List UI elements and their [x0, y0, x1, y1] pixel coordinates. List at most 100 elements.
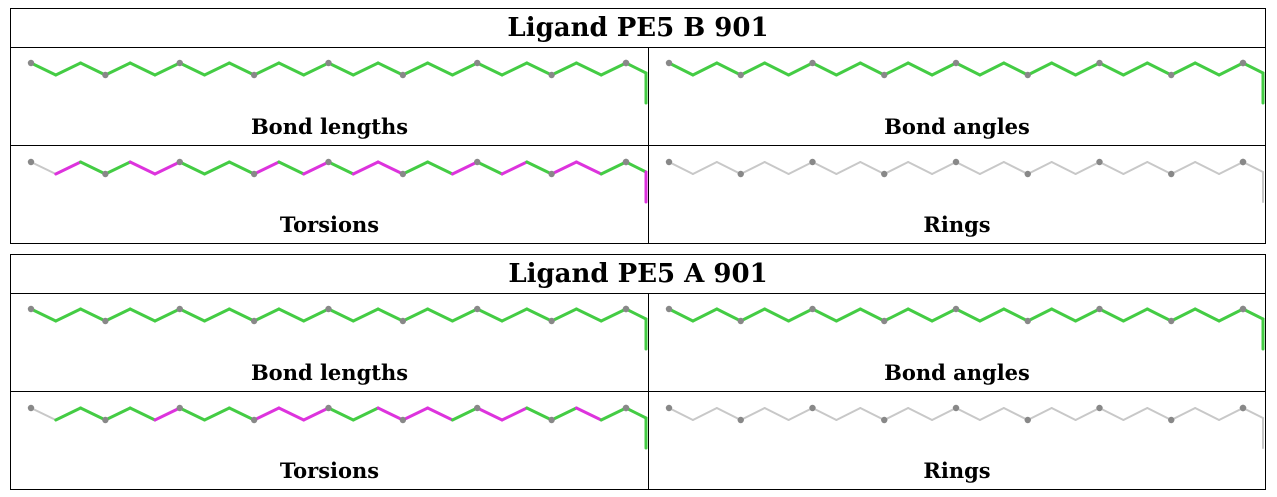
bond [858, 307, 886, 323]
panel-label: Bond angles [884, 114, 1030, 139]
bond [153, 307, 182, 323]
bond [906, 61, 934, 77]
bond [668, 161, 694, 175]
atom [102, 71, 109, 79]
atom [737, 317, 744, 325]
bond [302, 61, 330, 77]
bond [450, 307, 479, 323]
bond [1050, 407, 1077, 421]
bond [1121, 61, 1149, 77]
bond [599, 406, 628, 422]
bond [1002, 61, 1030, 77]
bond [811, 307, 838, 323]
bond [1098, 307, 1125, 323]
bond [1122, 407, 1149, 421]
bond [54, 61, 83, 77]
atom [474, 404, 481, 412]
atom [952, 59, 960, 67]
bond [376, 160, 405, 176]
bond [931, 407, 957, 421]
bond [128, 160, 157, 176]
panel-torsions: Torsions [11, 146, 649, 243]
bond [29, 307, 58, 323]
panel-label: Bond angles [884, 360, 1030, 385]
bond [1026, 161, 1053, 175]
bond [787, 407, 814, 421]
atom [881, 317, 888, 325]
bond [426, 406, 454, 422]
bond [1074, 307, 1101, 323]
bond [500, 307, 529, 323]
atom [325, 305, 332, 313]
bond [1169, 61, 1197, 77]
bond [178, 61, 207, 77]
atom [325, 404, 332, 412]
bond [978, 161, 1005, 175]
atom [27, 404, 35, 412]
bond [907, 407, 934, 421]
bond [1098, 161, 1125, 175]
bond [178, 406, 207, 422]
atom [1168, 416, 1175, 424]
bond [574, 61, 603, 77]
ligand-table-b901: Ligand PE5 B 901 Bond lengths Bond angle… [10, 8, 1266, 244]
bond [79, 61, 107, 77]
bond [835, 407, 862, 421]
bond [500, 61, 529, 77]
bond [376, 406, 405, 422]
bond [715, 61, 743, 77]
bond [624, 160, 648, 174]
bond [277, 61, 306, 77]
bond [931, 161, 957, 175]
bond [351, 307, 380, 323]
bond [599, 307, 628, 323]
bond [500, 406, 529, 422]
bond [1002, 307, 1030, 323]
bond [978, 307, 1006, 323]
bond [30, 407, 57, 421]
bond [1026, 61, 1054, 77]
atom [548, 170, 555, 178]
bond [1242, 407, 1264, 419]
bond [715, 161, 742, 175]
bond [227, 307, 256, 323]
atom [881, 416, 888, 424]
bond [29, 61, 58, 77]
atom [809, 305, 816, 313]
bond [858, 61, 886, 77]
atom [737, 71, 744, 79]
bond [203, 307, 231, 323]
bond [811, 161, 838, 175]
bond [227, 406, 256, 422]
bond [475, 307, 504, 323]
bond [178, 307, 207, 323]
atom [622, 59, 630, 67]
ligand-table-a901: Ligand PE5 A 901 Bond lengths Bond angle… [10, 254, 1266, 490]
molecule-diagram [27, 158, 648, 204]
bond [1145, 307, 1173, 323]
bond [54, 406, 83, 422]
bond [1145, 61, 1173, 77]
atom [548, 71, 555, 79]
atom [1239, 158, 1247, 166]
panel-bond-lengths: Bond lengths [11, 47, 649, 146]
atom [1096, 404, 1103, 412]
panel-label: Bond lengths [250, 360, 409, 385]
bond [1121, 307, 1149, 323]
bond [954, 61, 982, 77]
molecule-diagram [665, 305, 1265, 351]
bond [1098, 61, 1125, 77]
atom [102, 170, 109, 178]
bond [1218, 161, 1244, 175]
bond [79, 406, 107, 422]
bond [525, 406, 554, 422]
bond [930, 307, 958, 323]
molecule-diagram [665, 404, 1264, 449]
panel-label: Torsions [279, 212, 380, 237]
atom [27, 158, 35, 166]
bond [227, 160, 256, 176]
atom [250, 416, 258, 424]
bond [252, 61, 281, 77]
bond [954, 307, 982, 323]
bond [401, 160, 430, 176]
